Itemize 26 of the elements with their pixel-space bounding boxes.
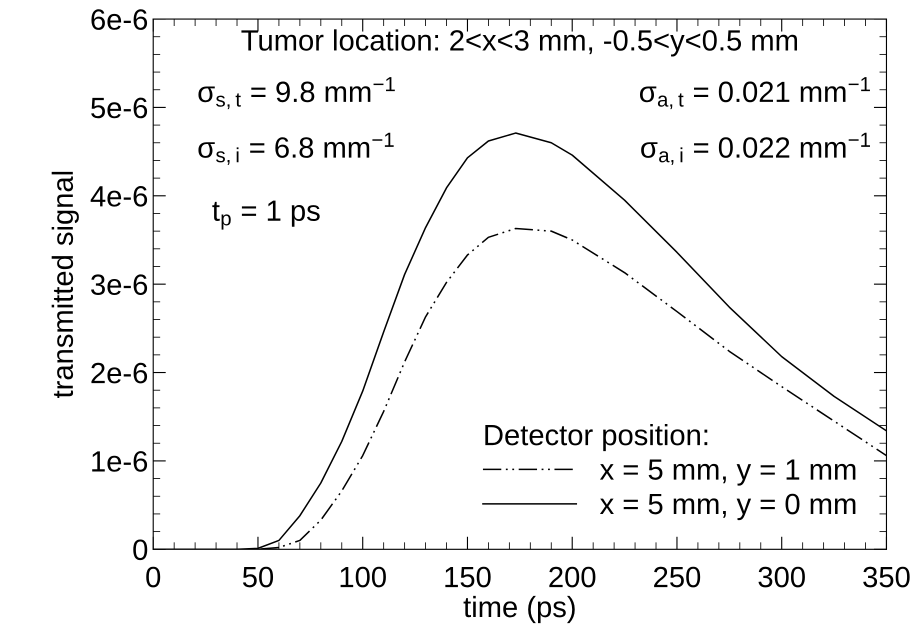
annotation: σ$_{a,i}$ = 0.022 mm$^{−1}$ <box>641 132 870 165</box>
x-tick-label: 100 <box>340 566 386 588</box>
legend-title: Detector position: <box>485 424 708 452</box>
y-tick-label: 2e-6 <box>91 362 148 384</box>
y-tick-label: 3e-6 <box>91 274 148 296</box>
annotation: Tumor location: 2<x<3 mm, -0.5<y<0.5 mm <box>241 29 798 57</box>
x-tick-label: 300 <box>758 566 805 588</box>
y-tick-label: 1e-6 <box>92 451 148 472</box>
x-tick-label: 150 <box>445 566 491 588</box>
annotation: σ$_{a,t}$ = 0.021 mm$^{−1}$ <box>640 77 870 110</box>
y-tick-label: 5e-6 <box>91 98 148 118</box>
x-tick-label: 350 <box>863 566 910 588</box>
x-tick-label: 200 <box>549 566 596 588</box>
x-tick-label: 0 <box>146 566 160 588</box>
legend-label: x = 5 mm, y = 1 mm <box>600 460 856 486</box>
x-tick-label: 250 <box>654 566 700 588</box>
x-axis-title: time (ps) <box>464 596 575 624</box>
y-tick-label: 6e-6 <box>91 9 148 30</box>
x-tick-label: 50 <box>242 566 274 588</box>
y-axis-title: transmitted signal <box>52 172 79 398</box>
y-tick-label: 4e-6 <box>90 186 148 207</box>
annotation: σ$_{s,i}$ = 6.8 mm$^{−1}$ <box>198 132 394 165</box>
annotation: t$_{p}$ = 1 ps <box>212 200 320 230</box>
y-tick-label: 0 <box>133 539 148 560</box>
annotation: σ$_{s,t}$ = 9.8 mm$^{−1}$ <box>198 77 395 110</box>
legend-label: x = 5 mm, y = 0 mm <box>600 494 856 520</box>
